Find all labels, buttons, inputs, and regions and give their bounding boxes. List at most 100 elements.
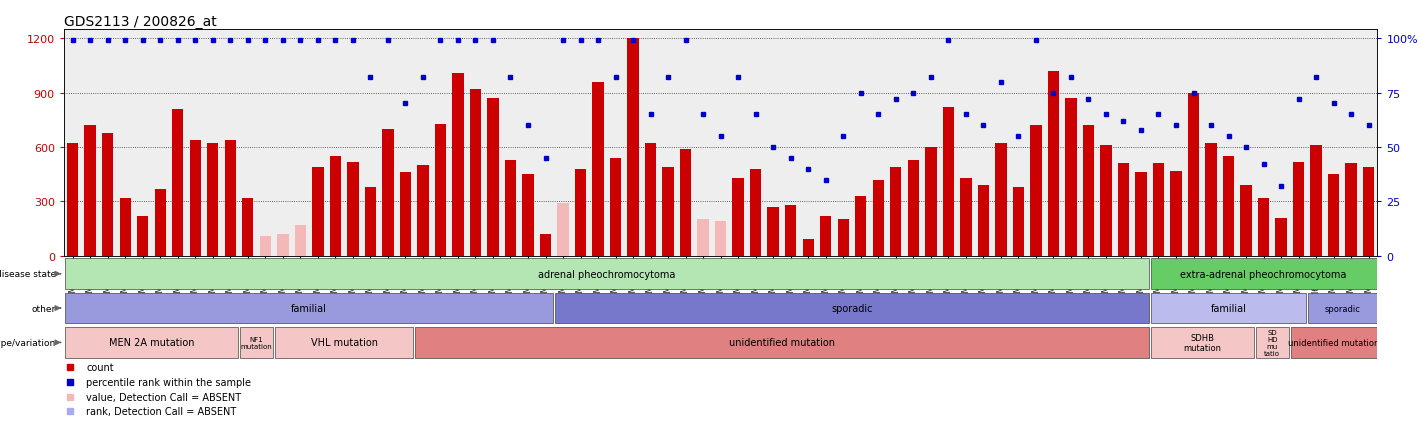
Bar — [312, 168, 324, 256]
Bar — [224, 141, 236, 256]
Bar — [1100, 146, 1112, 256]
Bar — [943, 108, 954, 256]
Bar — [1150, 259, 1376, 289]
Text: sporadic: sporadic — [1325, 304, 1360, 313]
Text: other: other — [33, 304, 57, 313]
Bar — [1255, 327, 1289, 358]
Text: extra-adrenal pheochromocytoma: extra-adrenal pheochromocytoma — [1180, 269, 1346, 279]
Bar — [785, 206, 797, 256]
Bar — [1150, 327, 1254, 358]
Bar — [802, 240, 814, 256]
Bar — [680, 150, 692, 256]
Bar — [662, 168, 674, 256]
Bar — [733, 178, 744, 256]
Bar — [977, 186, 990, 256]
Bar — [1082, 126, 1095, 256]
Bar — [714, 222, 727, 256]
Bar — [890, 168, 902, 256]
Text: unidentified mutation: unidentified mutation — [728, 338, 835, 348]
Bar — [155, 189, 166, 256]
Bar — [1206, 144, 1217, 256]
Text: disease state: disease state — [0, 270, 57, 279]
Bar — [1240, 186, 1252, 256]
Bar — [855, 197, 866, 256]
Text: value, Detection Call = ABSENT: value, Detection Call = ABSENT — [87, 392, 241, 402]
Bar — [1345, 164, 1358, 256]
Bar — [241, 198, 254, 256]
Bar — [1328, 175, 1339, 256]
Bar — [767, 207, 780, 256]
Bar — [260, 236, 271, 256]
Text: GDS2113 / 200826_at: GDS2113 / 200826_at — [64, 15, 217, 30]
Text: SD
HD
mu
tatio: SD HD mu tatio — [1264, 329, 1281, 356]
Bar — [645, 144, 656, 256]
Bar — [329, 157, 341, 256]
Bar — [1292, 162, 1305, 256]
Bar — [1308, 293, 1376, 324]
Text: familial: familial — [1211, 303, 1247, 313]
Bar — [382, 130, 393, 256]
Bar — [84, 126, 97, 256]
Bar — [1187, 94, 1200, 256]
Bar — [65, 293, 554, 324]
Bar — [575, 169, 586, 256]
Text: sporadic: sporadic — [831, 303, 873, 313]
Bar — [523, 175, 534, 256]
Bar — [67, 144, 78, 256]
Bar — [415, 327, 1149, 358]
Bar — [240, 327, 273, 358]
Text: percentile rank within the sample: percentile rank within the sample — [87, 377, 251, 387]
Bar — [819, 216, 832, 256]
Bar — [872, 180, 885, 256]
Bar — [1258, 198, 1269, 256]
Bar — [119, 198, 131, 256]
Text: NF1
mutation: NF1 mutation — [240, 336, 273, 349]
Bar — [1311, 146, 1322, 256]
Bar — [417, 166, 429, 256]
Bar — [102, 133, 114, 256]
Bar — [907, 161, 919, 256]
Bar — [628, 39, 639, 256]
Bar — [452, 74, 464, 256]
Bar — [136, 216, 149, 256]
Bar — [540, 234, 551, 256]
Bar — [172, 110, 183, 256]
Bar — [1030, 126, 1042, 256]
Text: count: count — [87, 362, 114, 372]
Bar — [924, 148, 937, 256]
Bar — [365, 187, 376, 256]
Text: SDHB
mutation: SDHB mutation — [1183, 333, 1221, 352]
Bar — [1048, 72, 1059, 256]
Text: adrenal pheochromocytoma: adrenal pheochromocytoma — [538, 269, 676, 279]
Bar — [399, 173, 412, 256]
Bar — [1135, 173, 1147, 256]
Bar — [555, 293, 1149, 324]
Bar — [275, 327, 413, 358]
Bar — [207, 144, 219, 256]
Text: MEN 2A mutation: MEN 2A mutation — [109, 338, 195, 348]
Bar — [1275, 218, 1287, 256]
Bar — [277, 234, 288, 256]
Bar — [294, 225, 307, 256]
Bar — [609, 158, 622, 256]
Bar — [1170, 171, 1181, 256]
Text: familial: familial — [291, 303, 327, 313]
Bar — [592, 83, 604, 256]
Bar — [697, 220, 709, 256]
Bar — [1223, 157, 1234, 256]
Bar — [487, 99, 498, 256]
Bar — [504, 161, 517, 256]
Text: unidentified mutation: unidentified mutation — [1288, 338, 1379, 347]
Bar — [435, 124, 446, 256]
Bar — [65, 327, 239, 358]
Bar — [1012, 187, 1024, 256]
Bar — [189, 141, 202, 256]
Bar — [960, 178, 971, 256]
Bar — [838, 220, 849, 256]
Bar — [1363, 168, 1375, 256]
Bar — [1065, 99, 1076, 256]
Bar — [557, 204, 569, 256]
Bar — [1150, 293, 1306, 324]
Bar — [1118, 164, 1129, 256]
Text: rank, Detection Call = ABSENT: rank, Detection Call = ABSENT — [87, 407, 237, 416]
